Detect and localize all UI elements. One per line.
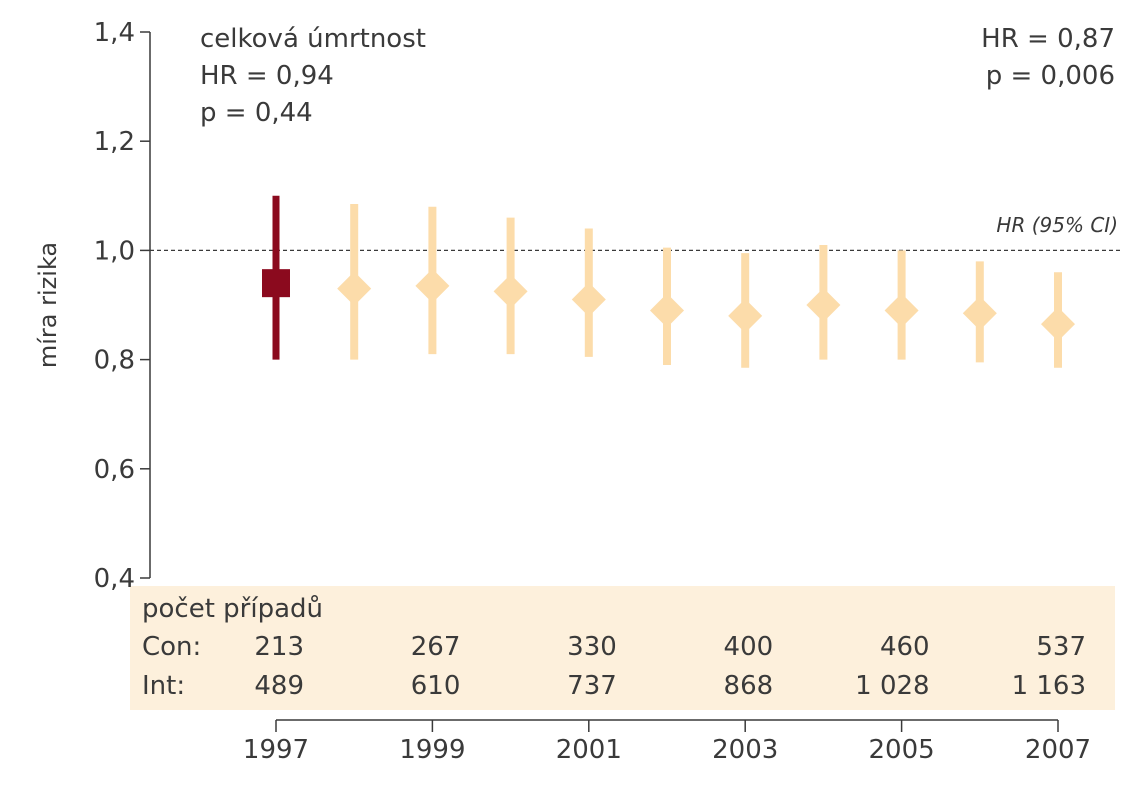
point-marker-diamond: [1041, 307, 1075, 342]
point-marker-diamond: [415, 268, 450, 303]
y-tick-label: 1,0: [94, 236, 135, 266]
annotation-right-hr: HR = 0,87: [981, 24, 1115, 54]
point-marker-diamond: [806, 288, 841, 322]
x-tick-label: 2003: [712, 735, 778, 765]
y-tick-label: 0,4: [94, 564, 135, 594]
y-tick-label: 0,6: [94, 455, 135, 485]
table-cell: 868: [724, 671, 774, 701]
reference-line-label: HR (95% CI): [996, 213, 1118, 237]
x-tick-label: 1999: [399, 735, 465, 765]
x-tick-label: 2001: [556, 735, 622, 765]
y-tick-label: 1,2: [94, 127, 135, 157]
point-marker-diamond: [650, 293, 684, 328]
table-cell: 400: [724, 632, 774, 662]
x-tick-label: 2005: [869, 735, 935, 765]
table-cell: 537: [1036, 632, 1086, 662]
annotation-left-title: celková úmrtnost: [200, 24, 426, 54]
point-marker-square: [262, 269, 290, 298]
y-axis-label: míra rizika: [34, 242, 62, 368]
annotation-right-p: p = 0,006: [986, 61, 1115, 91]
table-cell: 610: [411, 671, 461, 701]
point-marker-diamond: [493, 274, 528, 309]
y-tick-label: 0,8: [94, 346, 135, 376]
point-marker-diamond: [337, 271, 372, 306]
table-cell: 460: [880, 632, 930, 662]
table-cell: 267: [411, 632, 461, 662]
point-marker-diamond: [884, 293, 919, 328]
table-cell: 213: [254, 632, 304, 662]
table-cell: 1 163: [1012, 671, 1086, 701]
x-tick-label: 1997: [243, 735, 309, 765]
table-background: [130, 586, 1115, 710]
table-cell: 330: [567, 632, 617, 662]
table-row-label-int: Int:: [142, 671, 185, 701]
y-tick-label: 1,4: [94, 18, 135, 48]
table-row-label-con: Con:: [142, 632, 201, 662]
table-cell: 1 028: [855, 671, 929, 701]
point-marker-diamond: [571, 282, 606, 317]
point-marker-diamond: [728, 298, 763, 333]
table-cell: 737: [567, 671, 617, 701]
table-cell: 489: [254, 671, 304, 701]
annotation-left-p: p = 0,44: [200, 98, 313, 128]
point-marker-diamond: [962, 296, 997, 331]
annotation-left-hr: HR = 0,94: [200, 61, 334, 91]
table-title: počet případů: [142, 594, 323, 624]
x-tick-label: 2007: [1025, 735, 1091, 765]
